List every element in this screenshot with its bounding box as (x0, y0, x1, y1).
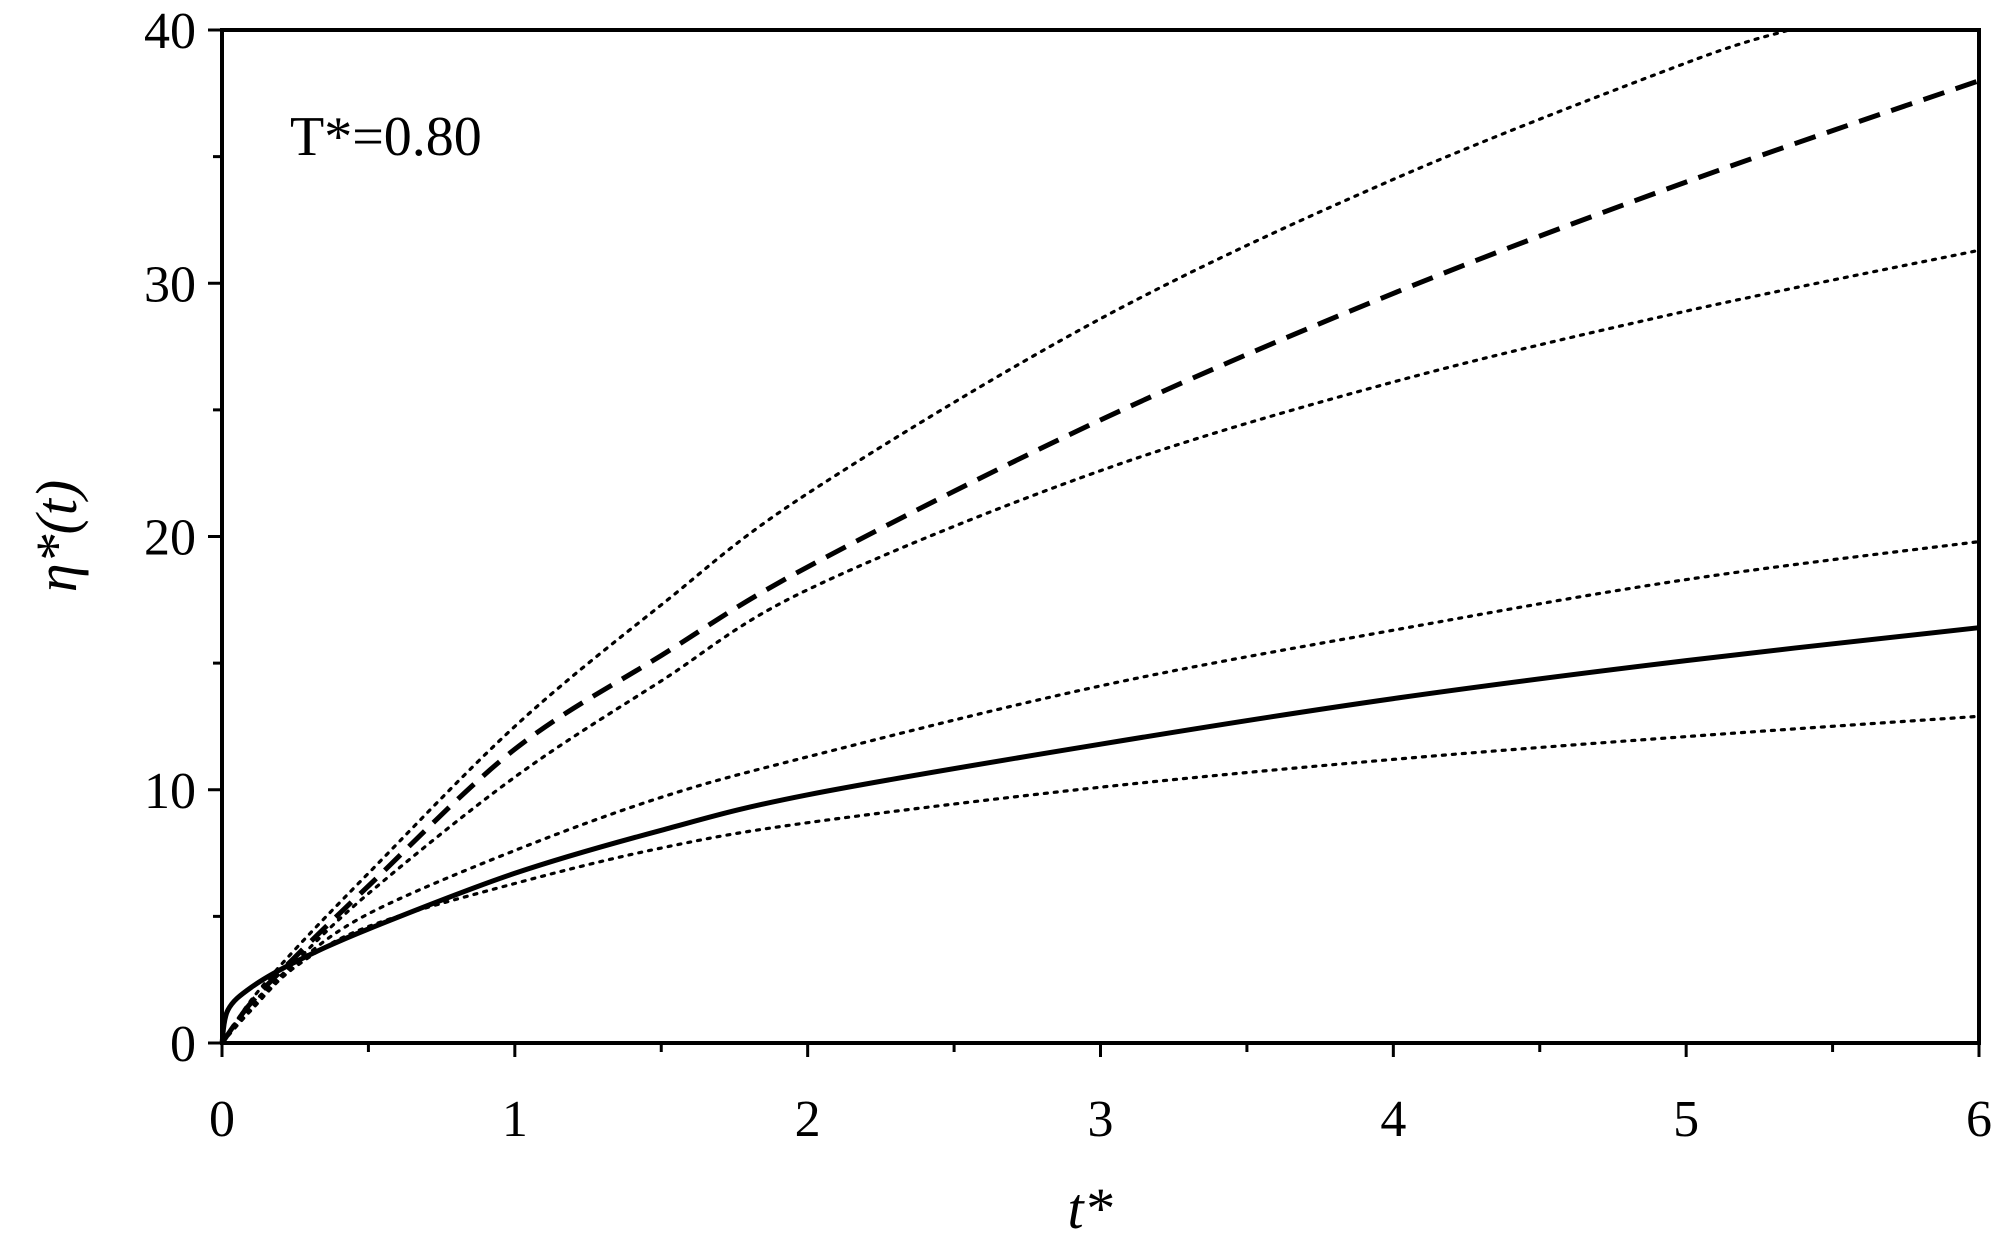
x-tick-label: 0 (209, 1091, 235, 1148)
x-tick-label: 4 (1380, 1091, 1406, 1148)
x-tick-label: 6 (1966, 1091, 1992, 1148)
x-tick-label: 3 (1088, 1091, 1114, 1148)
x-tick-label: 5 (1673, 1091, 1699, 1148)
annotation-label: T*=0.80 (290, 106, 482, 168)
series-line-3-dotted (220, 28, 1791, 1045)
y-tick-label: 40 (144, 3, 196, 60)
x-tick-label: 2 (795, 1091, 821, 1148)
y-axis-title: η*(t) (24, 480, 89, 593)
y-tick-label: 20 (144, 510, 196, 567)
y-tick-label: 0 (170, 1016, 196, 1073)
series-line-6-dotted (220, 714, 1981, 1045)
plot-lines (219, 28, 1981, 1045)
series-line-5-dotted (220, 540, 1981, 1045)
series-line-1-solid (219, 625, 1980, 1044)
y-tick-label: 30 (144, 256, 196, 313)
y-tick-label: 10 (144, 763, 196, 820)
x-axis-title: t* (1067, 1176, 1112, 1239)
series-line-2-dashed (219, 78, 1980, 1045)
x-tick-label: 1 (502, 1091, 528, 1148)
ticks: 0 1 2 3 4 5 6 0 10 20 30 40 (144, 3, 1992, 1148)
series-line-4-dotted (220, 248, 1981, 1045)
